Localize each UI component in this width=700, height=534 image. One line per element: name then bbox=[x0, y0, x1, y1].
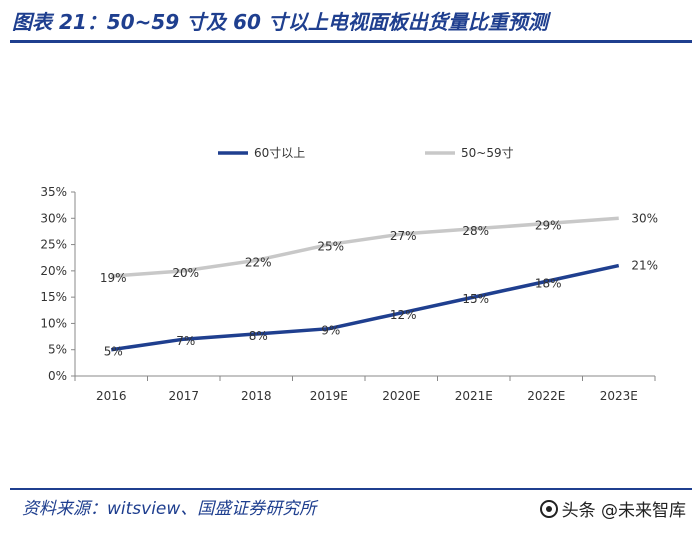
data-label: 25% bbox=[317, 240, 344, 254]
data-label: 9% bbox=[321, 324, 340, 338]
source-note: 资料来源：witsview、国盛证券研究所 bbox=[22, 499, 317, 519]
y-tick-label: 5% bbox=[48, 343, 67, 357]
legend-label: 50~59寸 bbox=[461, 146, 514, 160]
x-tick-label: 2021E bbox=[455, 389, 493, 403]
x-axis: 2016 2017 2018 2019E 2020E 2021E 2022E 2023E bbox=[74, 375, 656, 403]
y-tick-label: 25% bbox=[40, 238, 67, 252]
data-label: 19% bbox=[100, 271, 127, 285]
data-label: 18% bbox=[535, 276, 562, 290]
data-label: 29% bbox=[535, 219, 562, 233]
watermark: 头条 @未来智库 bbox=[539, 496, 686, 521]
data-label: 20% bbox=[172, 266, 199, 280]
data-label: 27% bbox=[390, 229, 417, 243]
watermark-text: 头条 @未来智库 bbox=[561, 501, 686, 521]
legend-label: 60寸以上 bbox=[254, 146, 305, 160]
x-tick-label: 2022E bbox=[527, 389, 565, 403]
data-label: 5% bbox=[104, 345, 123, 359]
legend: 60寸以上 50~59寸 bbox=[218, 146, 514, 160]
x-tick-label: 2023E bbox=[600, 389, 638, 403]
data-label: 30% bbox=[631, 211, 658, 225]
y-axis: 0% 5% 10% 15% 20% 25% 30% 35% bbox=[40, 185, 76, 383]
y-tick-label: 35% bbox=[40, 185, 67, 199]
series-line-1 bbox=[111, 216, 619, 278]
x-tick-label: 2019E bbox=[310, 389, 348, 403]
data-label: 15% bbox=[462, 292, 489, 306]
x-tick-label: 2017 bbox=[168, 389, 199, 403]
line-chart: 60寸以上 50~59寸 0%5%10%15%20%25%30%35% 2016 2… bbox=[40, 146, 658, 403]
series-line-0 bbox=[110, 263, 620, 352]
data-label: 7% bbox=[176, 334, 195, 348]
data-label: 12% bbox=[390, 308, 417, 322]
x-tick-label: 2016 bbox=[96, 389, 127, 403]
title-divider bbox=[10, 40, 692, 43]
y-tick-label: 15% bbox=[40, 290, 67, 304]
series-group bbox=[110, 216, 620, 352]
x-tick-label: 2020E bbox=[382, 389, 420, 403]
y-tick-label: 20% bbox=[40, 264, 67, 278]
x-tick-label: 2018 bbox=[241, 389, 272, 403]
data-label: 22% bbox=[245, 255, 272, 269]
y-tick-label: 0% bbox=[48, 369, 67, 383]
y-tick-label: 30% bbox=[40, 211, 67, 225]
data-label: 21% bbox=[631, 259, 658, 273]
data-labels: 5% 7% 8% 9% 12% 15% 18% 21% 19% 20% 22% 25% 27% 28% 29… bbox=[100, 211, 658, 358]
data-label: 8% bbox=[249, 329, 268, 343]
chart-title: 图表 21：50~59 寸及 60 寸以上电视面板出货量比重预测 bbox=[12, 10, 548, 34]
data-label: 28% bbox=[462, 224, 489, 238]
footer-divider bbox=[10, 488, 692, 490]
y-tick-label: 10% bbox=[40, 316, 67, 330]
watermark-logo-icon bbox=[539, 499, 558, 518]
